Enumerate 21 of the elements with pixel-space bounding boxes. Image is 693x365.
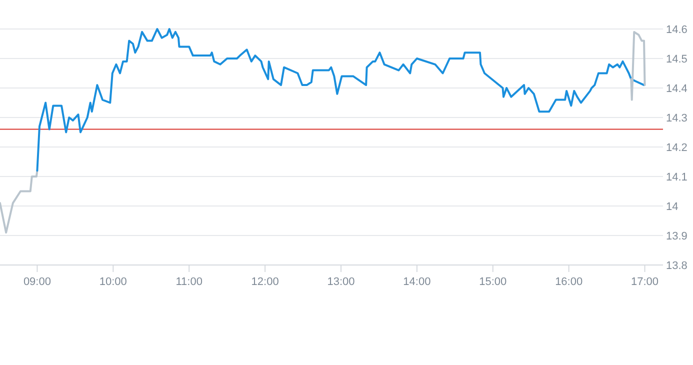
y-tick-label: 14 — [666, 201, 678, 213]
x-tick-label: 14:00 — [403, 276, 431, 288]
x-tick-label: 11:00 — [176, 276, 202, 288]
y-tick-label: 14.5 — [666, 54, 688, 66]
x-tick-label: 09:00 — [23, 276, 51, 288]
x-tick-label: 10:00 — [99, 276, 127, 288]
line-series — [630, 30, 646, 101]
x-tick-label: 12:00 — [251, 276, 279, 288]
y-tick-label: 14.1 — [666, 172, 688, 184]
y-tick-label: 14.2 — [666, 142, 688, 154]
line-series — [36, 28, 646, 172]
y-tick-label: 13.8 — [666, 260, 688, 272]
y-tick-label: 14.4 — [666, 83, 688, 95]
x-tick-label: 15:00 — [479, 276, 507, 288]
x-tick-label: 17:00 — [631, 276, 659, 288]
y-tick-label: 14.6 — [666, 24, 688, 36]
line-series — [0, 170, 38, 234]
y-tick-label: 14.3 — [666, 112, 688, 124]
x-tick-label: 16:00 — [555, 276, 583, 288]
x-tick-label: 13:00 — [327, 276, 355, 288]
y-tick-label: 13.9 — [666, 230, 688, 242]
